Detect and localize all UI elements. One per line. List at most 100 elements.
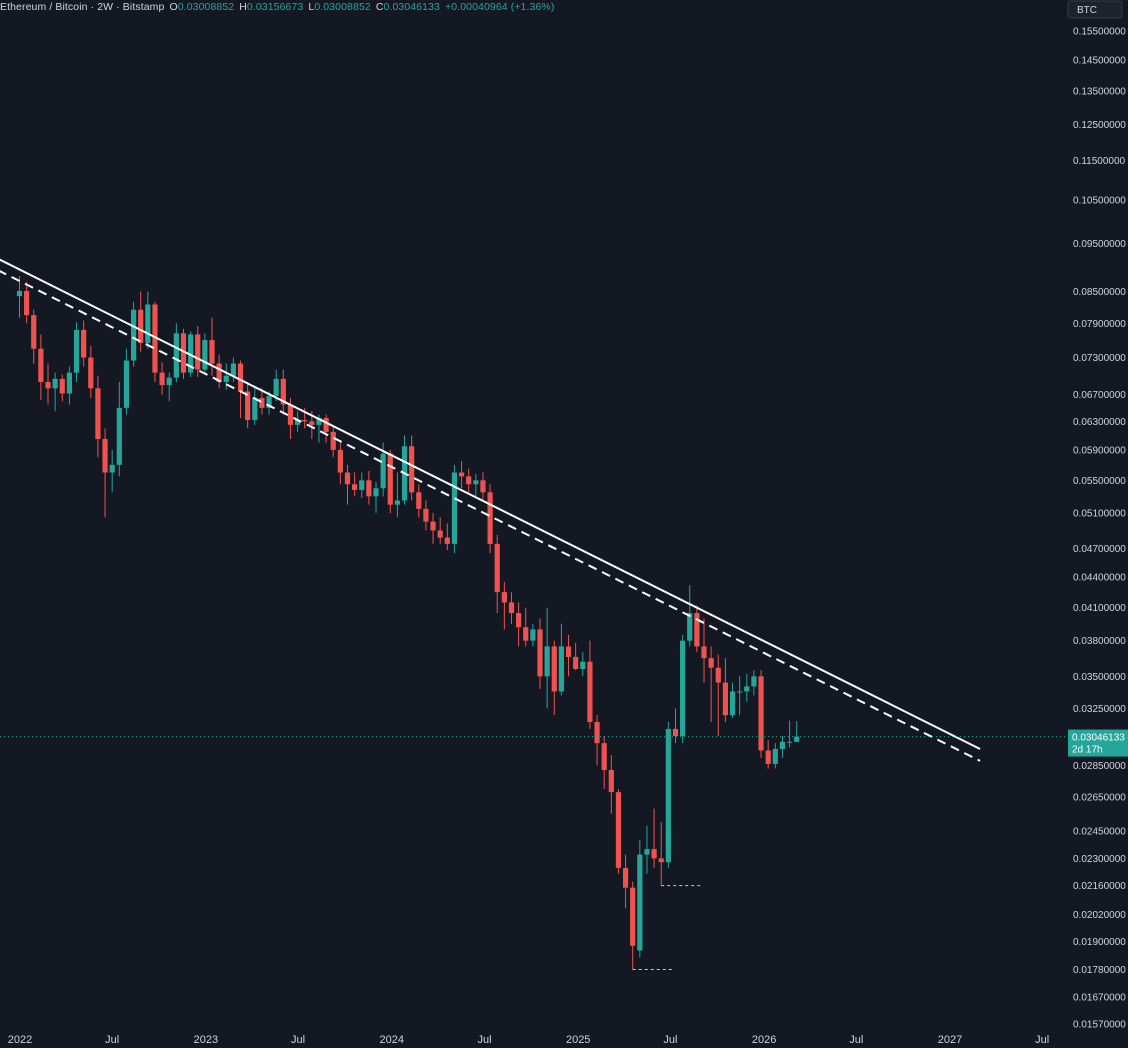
candle [587, 640, 593, 729]
price-axis[interactable]: BTC 0.15500000 0.14500000 0.13500000 0.1250… [1067, 0, 1126, 1031]
candle-body [601, 743, 607, 771]
candle-body [145, 304, 151, 343]
candle-body [130, 309, 137, 361]
candle [252, 388, 258, 425]
price-tick-label: 0.06300000 [1073, 417, 1126, 428]
candle-body [330, 431, 336, 450]
candle [544, 607, 550, 709]
price-tick-label: 0.02450000 [1073, 827, 1126, 838]
low-value: 0.03008852 [314, 1, 371, 13]
candle [658, 822, 664, 886]
candle-body [309, 421, 315, 425]
candle-body [323, 417, 329, 432]
price-tick-label: 0.05900000 [1073, 445, 1126, 456]
candle [444, 523, 450, 551]
price-tick-label: 0.06700000 [1073, 390, 1126, 401]
candle [145, 291, 151, 349]
candle-body [273, 378, 279, 397]
candle-body [680, 640, 686, 737]
price-tick-label: 0.02160000 [1073, 881, 1126, 892]
time-tick-label: 2026 [752, 1034, 776, 1046]
candle-body [779, 741, 786, 750]
candle [116, 381, 122, 477]
candle [31, 309, 37, 364]
trendline-solid[interactable] [0, 239, 981, 750]
candle-body [316, 417, 322, 425]
candle-body [523, 627, 529, 641]
price-tick-label: 0.02650000 [1073, 792, 1126, 803]
price-tick-label: 0.02020000 [1073, 910, 1126, 921]
candle-body [66, 372, 73, 394]
candle [508, 592, 515, 624]
time-tick-label: 2025 [566, 1034, 590, 1046]
bar-countdown: 2d 17h [1072, 745, 1103, 756]
candle [594, 715, 600, 766]
candle [601, 736, 607, 789]
candle-body [487, 492, 493, 544]
candle [38, 334, 44, 400]
candle-body [501, 592, 507, 603]
candle-body [38, 348, 44, 382]
high-label: H [239, 1, 247, 13]
candle-body [430, 521, 436, 531]
candle-body [245, 391, 251, 421]
candle [437, 517, 443, 544]
price-tick-label: 0.02300000 [1073, 854, 1126, 865]
candle [195, 326, 201, 377]
candle-body [24, 291, 30, 316]
candle-body [701, 646, 707, 659]
candle [123, 348, 130, 415]
time-tick-label: Jul [1035, 1034, 1049, 1046]
candle [530, 623, 536, 647]
candle [24, 281, 30, 324]
candle-body [280, 378, 286, 405]
candle [337, 442, 343, 485]
candle [166, 372, 172, 402]
candle-body [223, 375, 229, 382]
candle [45, 363, 51, 405]
trendline-dashed[interactable] [0, 250, 981, 762]
candle-body [230, 363, 237, 376]
candle-body [387, 453, 393, 505]
candle-body [466, 476, 472, 485]
candle [630, 881, 636, 970]
candle [729, 682, 736, 718]
candle [672, 708, 679, 744]
price-tick-label: 0.01570000 [1073, 1020, 1126, 1031]
candle-body [294, 420, 301, 425]
time-tick-label: Jul [105, 1034, 119, 1046]
price-tick-label: 0.09500000 [1073, 239, 1126, 250]
candle [102, 428, 108, 518]
last-price-value: 0.03046133 [1072, 733, 1125, 744]
candle-body [665, 728, 671, 863]
candle [138, 291, 144, 352]
candle [737, 676, 743, 716]
candle-body [88, 357, 94, 389]
price-tick-label: 0.02850000 [1073, 761, 1126, 772]
candle [373, 481, 379, 514]
candle-body [302, 420, 308, 422]
time-tick-label: Jul [477, 1034, 491, 1046]
candle [523, 607, 529, 647]
currency-badge[interactable] [1067, 0, 1123, 19]
candle-body [138, 309, 144, 343]
candle-body [451, 472, 458, 544]
candle [66, 366, 73, 405]
candle [409, 435, 415, 501]
candle [786, 720, 793, 748]
candle-body [287, 404, 294, 425]
candle [52, 372, 58, 412]
candle-body [537, 629, 543, 677]
candle [366, 470, 372, 505]
candle-body [751, 676, 757, 687]
candle-body [437, 530, 443, 538]
price-tick-label: 0.11500000 [1073, 156, 1126, 167]
candle-body [587, 661, 593, 723]
candle [294, 411, 301, 432]
candle [458, 461, 465, 489]
time-axis[interactable]: 2022 Jul 2023 Jul 2024 Jul 2025 Jul 2026 Jul 2027 J… [8, 1034, 1049, 1046]
candle-body [580, 661, 586, 669]
candle-body [344, 472, 351, 485]
candle [516, 602, 522, 647]
